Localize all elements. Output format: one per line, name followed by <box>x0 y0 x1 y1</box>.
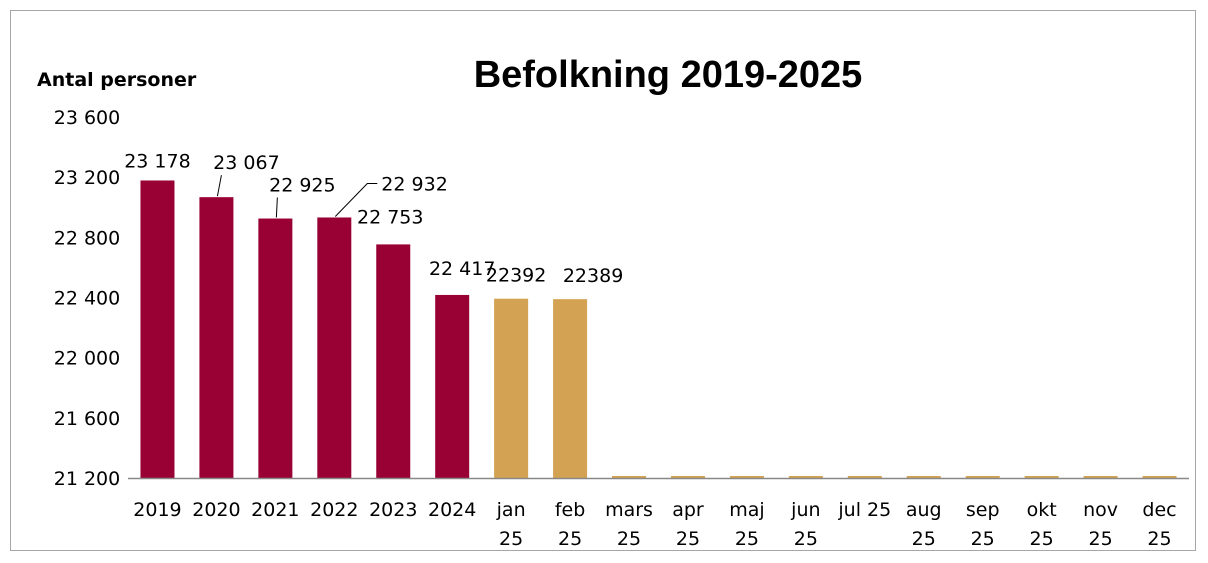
x-tick-label: mars 25 <box>605 499 653 550</box>
x-tick-label: feb 25 <box>555 499 585 550</box>
leader-line <box>216 175 222 197</box>
bar <box>612 476 647 478</box>
data-label: 22392 <box>486 265 546 287</box>
y-tick-label: 22 400 <box>54 288 120 310</box>
y-tick-label: 22 800 <box>54 227 120 249</box>
x-tick-label: sep 25 <box>966 499 1000 550</box>
x-tick-label: okt 25 <box>1027 499 1057 550</box>
x-tick-label: 2019 <box>133 499 181 521</box>
x-tick-label: aug 25 <box>906 499 942 550</box>
bar <box>140 180 175 478</box>
data-label: 23 178 <box>124 150 190 172</box>
x-tick-label: dec 25 <box>1142 499 1176 550</box>
bar <box>317 217 352 478</box>
x-tick-label: 2022 <box>310 499 358 521</box>
y-tick-label: 21 200 <box>54 468 120 490</box>
chart-frame: Befolkning 2019-2025 Antal personer 23 6… <box>10 10 1196 551</box>
x-tick-label: apr 25 <box>672 499 704 550</box>
bar <box>258 218 293 478</box>
x-tick-label: 2021 <box>251 499 299 521</box>
data-label: 22 417 <box>429 258 495 280</box>
x-tick-label: maj 25 <box>729 499 764 550</box>
x-tick-label: nov 25 <box>1083 499 1118 550</box>
leader-line <box>275 197 278 218</box>
x-tick-label: 2024 <box>428 499 476 521</box>
y-tick-label: 23 600 <box>54 107 120 129</box>
y-tick-label: 22 000 <box>54 348 120 370</box>
bar-chart: Befolkning 2019-2025 Antal personer 23 6… <box>37 54 1189 550</box>
x-tick-label: 2020 <box>192 499 240 521</box>
bar <box>729 476 764 478</box>
bar <box>906 476 941 478</box>
bar <box>788 476 823 478</box>
bar <box>965 476 1000 478</box>
bar <box>494 298 529 478</box>
data-label: 22 925 <box>269 175 335 197</box>
data-label: 22 932 <box>381 173 447 195</box>
bar <box>435 294 470 478</box>
bar <box>376 244 411 478</box>
x-tick-label: jul 25 <box>837 499 891 521</box>
bar <box>847 476 882 478</box>
data-label: 22389 <box>563 265 623 287</box>
chart-title: Befolkning 2019-2025 <box>474 54 863 96</box>
bar <box>1024 476 1059 478</box>
data-label: 23 067 <box>213 152 279 174</box>
x-tick-label: jan 25 <box>496 499 526 550</box>
bar <box>1083 476 1118 478</box>
leader-line <box>334 182 378 217</box>
y-axis-label: Antal personer <box>37 69 197 91</box>
bar <box>1142 476 1177 478</box>
y-tick-label: 23 200 <box>54 167 120 189</box>
bar <box>553 299 588 478</box>
data-label: 22 753 <box>357 206 423 228</box>
bar <box>670 476 705 478</box>
bar <box>199 197 234 478</box>
x-tick-label: 2023 <box>369 499 417 521</box>
x-tick-label: jun 25 <box>790 499 820 550</box>
y-tick-label: 21 600 <box>54 408 120 430</box>
